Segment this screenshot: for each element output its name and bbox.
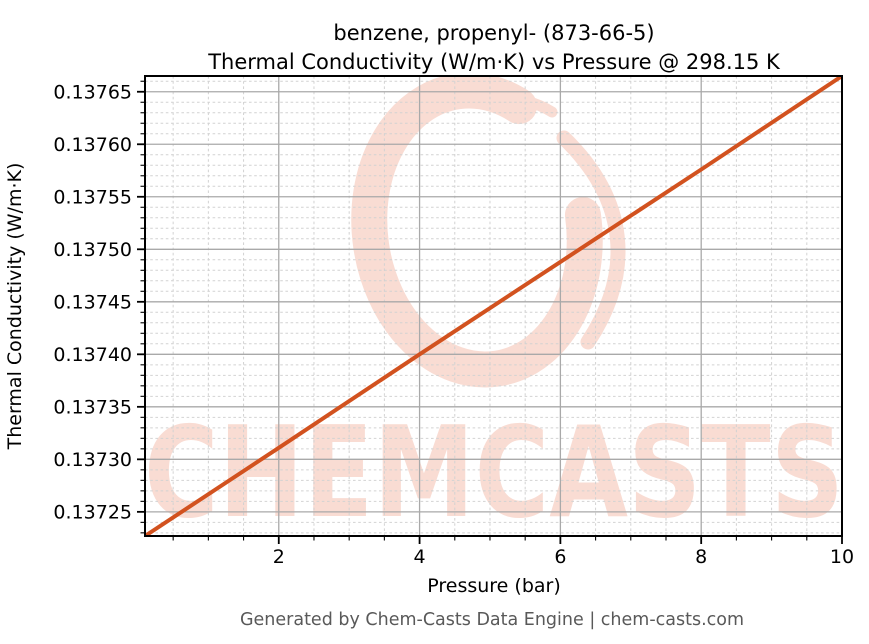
y-tick-label: 0.13740 [53,344,132,366]
chart-subtitle: Thermal Conductivity (W/m·K) vs Pressure… [207,50,781,74]
tick-labels: 2 4 6 8 10 0.13725 0.13730 0.13735 0.13740 0.1374… [53,81,854,568]
watermark-logo-tail [556,130,626,350]
watermark-logo-flick [419,90,558,118]
series-lines [145,76,842,536]
y-axis-label: Thermal Conductivity (W/m·K) [4,163,26,451]
y-tick-label: 0.13730 [53,449,132,471]
x-tick-label: 6 [554,546,566,568]
watermark-text: CHEMCASTS [144,399,844,546]
y-tick-label: 0.13735 [53,396,132,418]
axis-ticks [137,80,843,544]
x-tick-label: 8 [695,546,707,568]
x-tick-label: 4 [414,546,426,568]
chart-title: benzene, propenyl- (873-66-5) [333,21,654,45]
x-axis-label: Pressure (bar) [427,575,561,597]
y-tick-label: 0.13750 [53,239,132,261]
y-tick-label: 0.13755 [53,186,132,208]
y-tick-label: 0.13760 [53,134,132,156]
y-tick-label: 0.13745 [53,291,132,313]
grid-major [145,76,843,536]
x-tick-label: 2 [273,546,285,568]
y-tick-label: 0.13725 [53,501,132,523]
grid-minor [145,76,842,536]
footer-attribution: Generated by Chem-Casts Data Engine | ch… [240,610,744,630]
data-line [145,76,842,536]
watermark: CHEMCASTS [144,76,844,546]
y-tick-label: 0.13765 [53,81,132,103]
x-tick-label: 10 [830,546,854,568]
plot-border [144,75,843,537]
